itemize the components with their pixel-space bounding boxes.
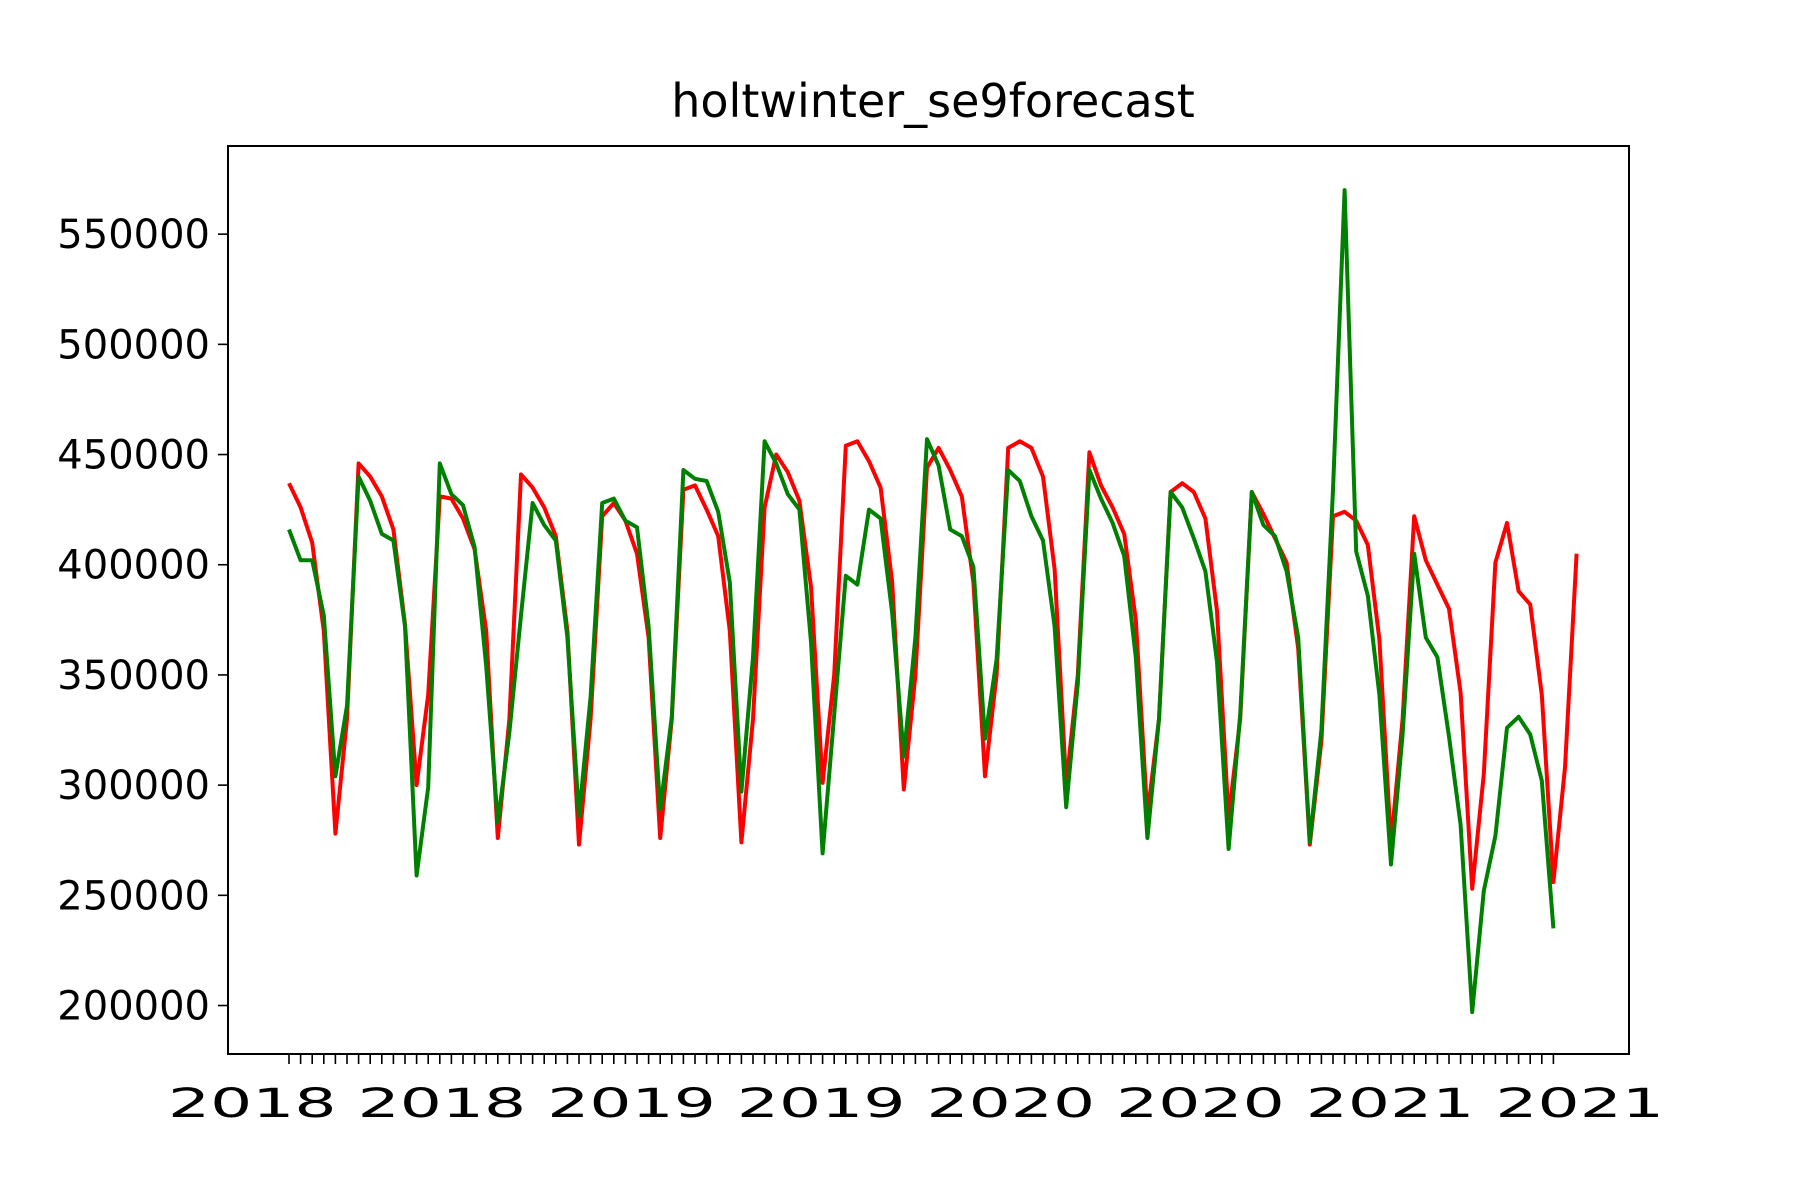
y-axis: 200000 250000 300000 350000 400000 450000 5000… xyxy=(57,212,228,1030)
y-tick-label-3: 350000 xyxy=(57,653,210,699)
y-tick-label-1: 250000 xyxy=(57,873,210,919)
y-tick-label-0: 200000 xyxy=(57,984,210,1030)
series-layer xyxy=(287,188,1579,1015)
y-tick-label-4: 400000 xyxy=(57,543,210,589)
x-tick-labels: 2018 2018 2019 2019 2020 2020 2021 2021 xyxy=(168,1081,1664,1127)
y-tick-label-6: 500000 xyxy=(57,322,210,368)
x-axis: 2018 2018 2019 2019 2020 2020 2021 2021 xyxy=(168,1054,1664,1127)
chart-title: holtwinter_se9forecast xyxy=(671,74,1194,128)
y-tick-label-7: 550000 xyxy=(57,212,210,258)
y-tick-label-2: 300000 xyxy=(57,763,210,809)
y-tick-label-5: 450000 xyxy=(57,433,210,479)
series-line-1 xyxy=(287,188,1556,1015)
plot-frame xyxy=(227,145,1630,1055)
